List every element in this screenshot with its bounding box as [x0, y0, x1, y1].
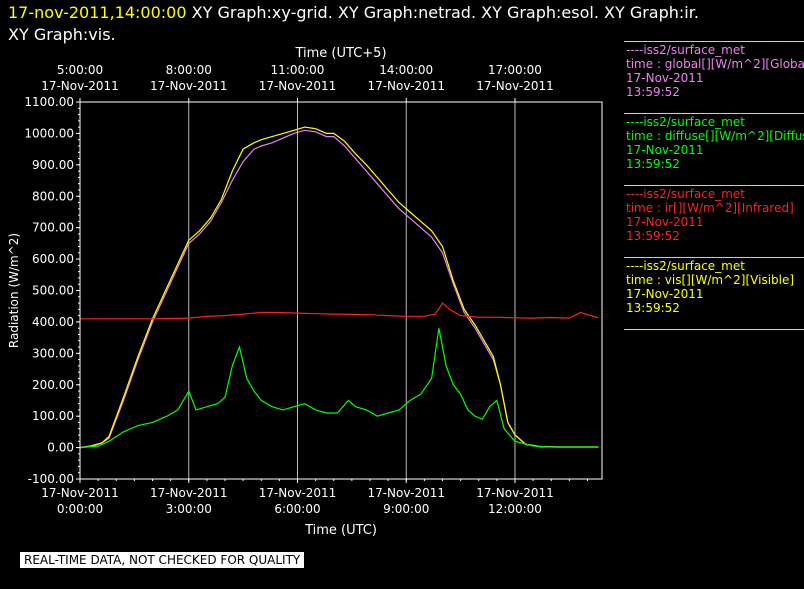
top-axis-title: Time (UTC+5) — [294, 46, 386, 61]
y-tick-label: 300.00 — [32, 346, 74, 360]
legend-time: 13:59:52 — [626, 229, 680, 243]
y-tick-label: 1100.00 — [24, 95, 74, 109]
chart-labels: 1100.00 1000.00 900.00 800.00 700.00 600.00 50… — [7, 46, 554, 538]
header-graph-list-2: XY Graph:vis. — [8, 25, 116, 44]
top-tick-date: 17-Nov-2011 — [150, 79, 228, 93]
top-tick-time: 8:00:00 — [166, 63, 212, 77]
legend-separator — [624, 113, 804, 114]
x-tick-date: 17-Nov-2011 — [259, 486, 337, 500]
chart-axes — [76, 98, 603, 483]
legend-label: time : global[][W/m^2][Global — [626, 57, 804, 71]
x-tick-time: 12:00:00 — [488, 502, 542, 516]
legend-separator — [624, 185, 804, 186]
y-tick-label: -100.00 — [28, 472, 74, 486]
series-line-diffuse — [79, 328, 599, 449]
y-tick-label: 400.00 — [32, 315, 74, 329]
legend-label: time : diffuse[][W/m^2][Diffuse — [626, 129, 804, 143]
legend-source: ----iss2/surface_met — [626, 187, 745, 201]
quality-disclaimer: REAL-TIME DATA, NOT CHECKED FOR QUALITY — [20, 552, 305, 568]
series-line-ir — [80, 302, 599, 320]
x-tick-date: 17-Nov-2011 — [41, 486, 119, 500]
y-tick-label: 100.00 — [32, 409, 74, 423]
x-tick-date: 17-Nov-2011 — [476, 486, 554, 500]
legend-time: 13:59:52 — [626, 301, 680, 315]
y-tick-label: 900.00 — [32, 158, 74, 172]
x-tick-date: 17-Nov-2011 — [367, 486, 445, 500]
y-tick-label: 200.00 — [32, 378, 74, 392]
legend-separator — [624, 329, 804, 330]
legend-date: 17-Nov-2011 — [626, 143, 704, 157]
series-line-global — [79, 129, 599, 449]
header-graph-list: XY Graph:xy-grid. XY Graph:netrad. XY Gr… — [191, 3, 699, 22]
chart-series — [79, 126, 599, 449]
y-tick-label: 700.00 — [32, 221, 74, 235]
legend-date: 17-Nov-2011 — [626, 287, 704, 301]
legend-date: 17-Nov-2011 — [626, 215, 704, 229]
legend-entry-global: ----iss2/surface_met time : global[][W/m… — [626, 43, 804, 99]
legend-time: 13:59:52 — [626, 157, 680, 171]
legend-entry-diffuse: ----iss2/surface_met time : diffuse[][W/… — [626, 115, 804, 171]
x-tick-date: 17-Nov-2011 — [150, 486, 228, 500]
legend-separator — [624, 41, 804, 42]
y-tick-label: 600.00 — [32, 252, 74, 266]
legend-label: time : vis[][W/m^2][Visible] — [626, 273, 795, 287]
x-tick-time: 3:00:00 — [166, 502, 212, 516]
plot-frame — [79, 101, 603, 480]
top-tick-time: 14:00:00 — [379, 63, 433, 77]
legend-date: 17-Nov-2011 — [626, 71, 704, 85]
legend-entry-vis: ----iss2/surface_met time : vis[][W/m^2]… — [626, 259, 804, 315]
series-line-vis — [79, 126, 599, 449]
x-axis-title: Time (UTC) — [304, 523, 377, 538]
legend-source: ----iss2/surface_met — [626, 43, 745, 57]
graph-header: 17-nov-2011,14:00:00 XY Graph:xy-grid. X… — [8, 2, 798, 46]
y-tick-label: 0.00 — [47, 441, 74, 455]
x-tick-time: 9:00:00 — [383, 502, 429, 516]
header-timestamp: 17-nov-2011,14:00:00 — [8, 3, 187, 22]
y-tick-label: 500.00 — [32, 284, 74, 298]
x-tick-time: 0:00:00 — [57, 502, 103, 516]
legend-source: ----iss2/surface_met — [626, 259, 745, 273]
legend-label: time : ir[][W/m^2][Infrared] — [626, 201, 794, 215]
top-tick-date: 17-Nov-2011 — [476, 79, 554, 93]
y-tick-label: 1000.00 — [24, 126, 74, 140]
legend-source: ----iss2/surface_met — [626, 115, 745, 129]
legend-separator — [624, 257, 804, 258]
chart-grid — [188, 102, 516, 479]
top-tick-time: 5:00:00 — [57, 63, 103, 77]
top-tick-date: 17-Nov-2011 — [41, 79, 119, 93]
top-tick-date: 17-Nov-2011 — [367, 79, 445, 93]
top-tick-date: 17-Nov-2011 — [259, 79, 337, 93]
y-axis-title: Radiation (W/m^2) — [7, 233, 21, 348]
top-tick-time: 17:00:00 — [488, 63, 542, 77]
y-tick-label: 800.00 — [32, 189, 74, 203]
top-tick-time: 11:00:00 — [271, 63, 325, 77]
legend-time: 13:59:52 — [626, 85, 680, 99]
legend-entry-ir: ----iss2/surface_met time : ir[][W/m^2][… — [626, 187, 804, 243]
x-tick-time: 6:00:00 — [274, 502, 320, 516]
